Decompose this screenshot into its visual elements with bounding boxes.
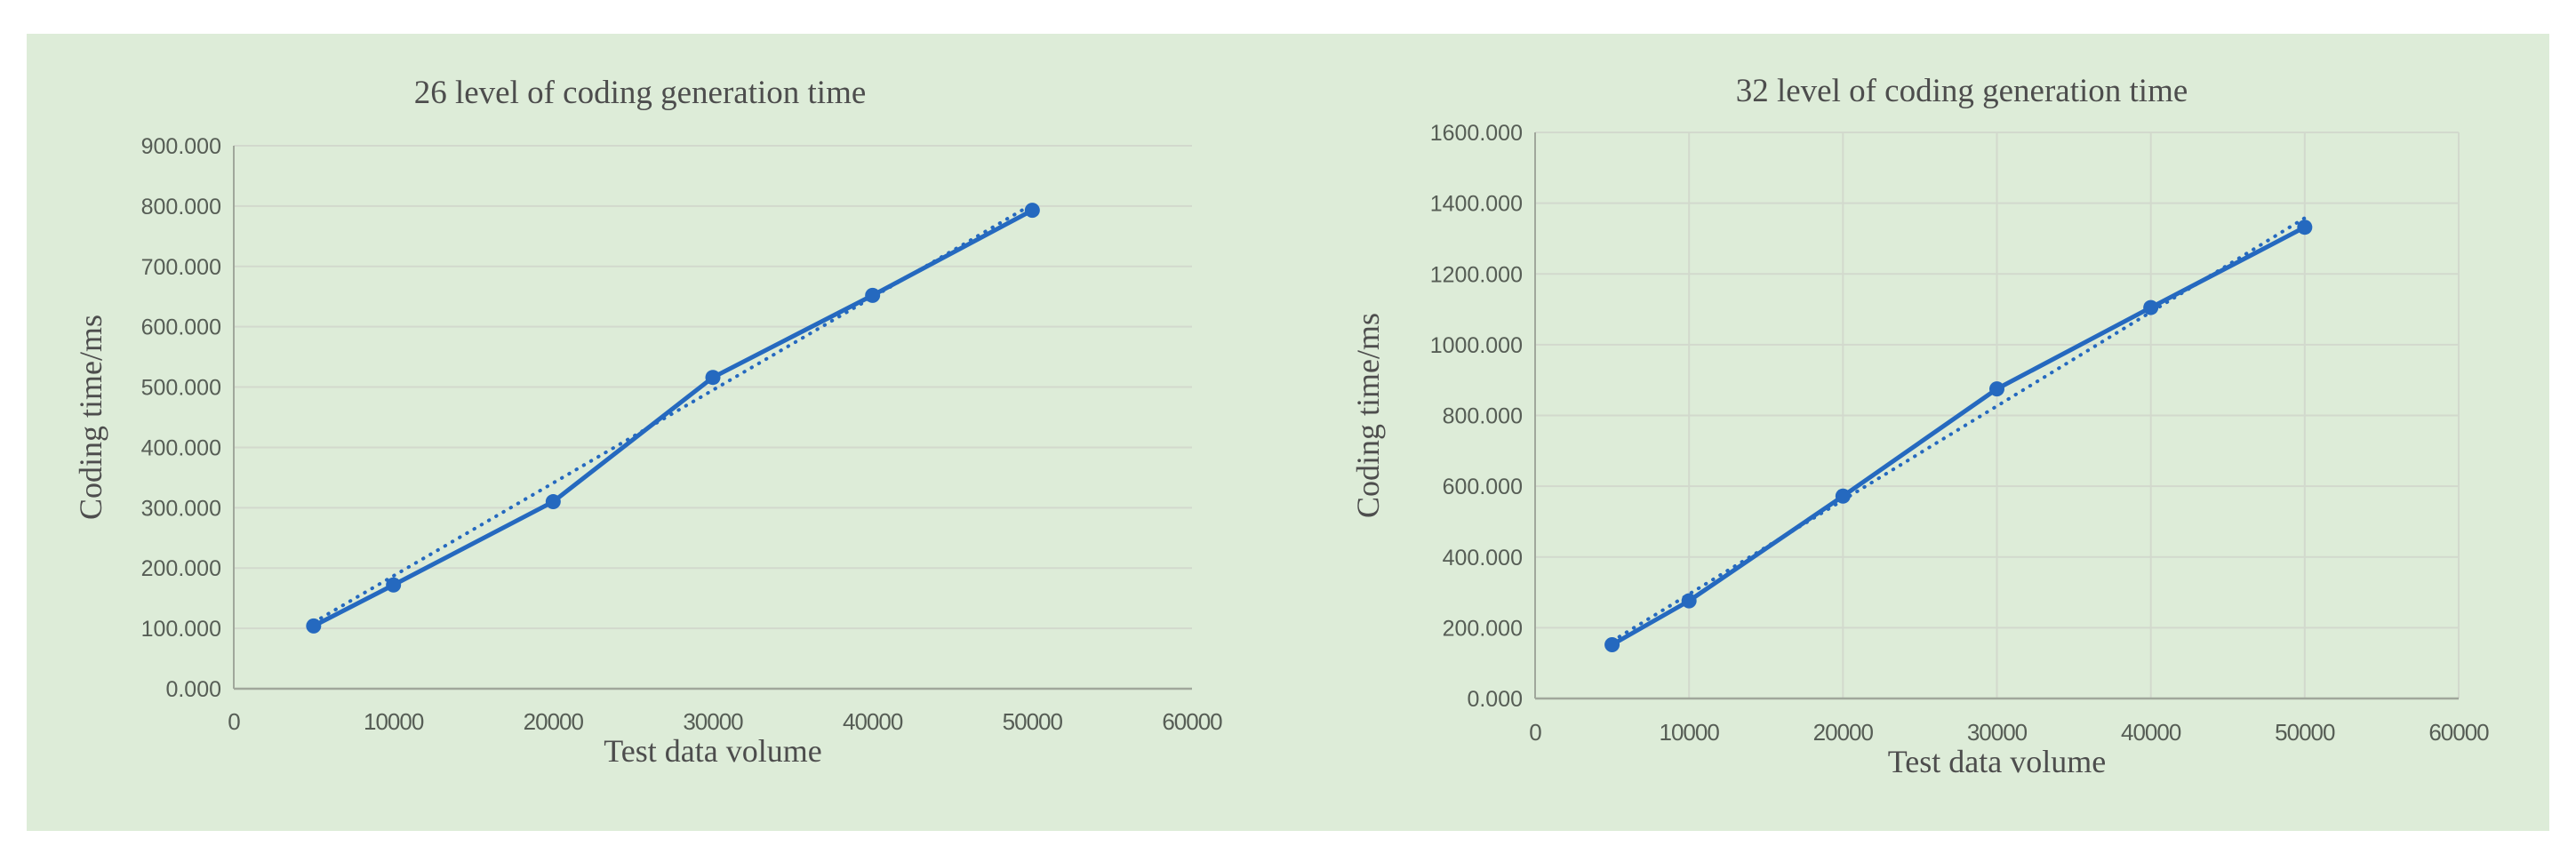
y-axis-title: Coding time/ms: [73, 315, 108, 520]
data-point-marker: [865, 287, 881, 303]
data-point-marker: [1835, 488, 1851, 504]
x-tick-label: 0: [1529, 719, 1541, 746]
data-point-marker: [1024, 203, 1040, 219]
chart-right-32-level: 0.000 200.000 400.000 600.000 800.000 1000.00…: [1288, 34, 2549, 831]
x-tick-label: 10000: [1660, 719, 1720, 746]
x-axis-title: Test data volume: [1888, 744, 2106, 779]
series-line: [311, 208, 1035, 628]
data-point-marker: [2143, 299, 2159, 315]
y-tick-label: 0.000: [165, 677, 221, 702]
x-tick-label: 30000: [1967, 719, 2028, 746]
x-tick-label: 30000: [683, 708, 743, 735]
data-point-marker: [545, 494, 561, 510]
y-tick-label: 600.000: [1443, 475, 1523, 499]
y-tick-label: 100.000: [141, 617, 221, 642]
y-tick-label: 1200.000: [1430, 262, 1523, 287]
y-tick-label: 1400.000: [1430, 192, 1523, 217]
y-axis-title: Coding time/ms: [1350, 313, 1386, 518]
data-point-marker: [1989, 381, 2004, 397]
x-tick-label: 0: [228, 708, 240, 735]
x-axis-title: Test data volume: [604, 733, 821, 769]
chart-title: 32 level of coding generation time: [1736, 73, 2188, 109]
data-point-marker: [705, 370, 721, 386]
data-point-marker: [2297, 219, 2313, 235]
y-tick-label: 400.000: [141, 435, 221, 460]
y-tick-label: 200.000: [1443, 616, 1523, 641]
y-tick-label: 300.000: [141, 496, 221, 521]
data-point-marker: [386, 577, 402, 593]
y-tick-label: 400.000: [1443, 546, 1523, 571]
y-tick-label: 900.000: [141, 134, 221, 159]
y-tick-label: 500.000: [141, 376, 221, 401]
x-tick-label: 60000: [2428, 719, 2489, 746]
y-tick-label: 800.000: [141, 195, 221, 219]
data-point-marker: [1681, 593, 1697, 609]
chart-svg: 0.000 200.000 400.000 600.000 800.000 1000.00…: [1350, 73, 2490, 779]
y-tick-label: 800.000: [1443, 404, 1523, 429]
x-tick-label: 50000: [1003, 708, 1063, 735]
x-tick-label: 20000: [1813, 719, 1874, 746]
chart-panel: 0.000 100.000 200.000 300.000 400.000 500.000…: [27, 34, 2549, 831]
x-tick-label: 10000: [364, 708, 424, 735]
y-tick-label: 1600.000: [1430, 121, 1523, 146]
x-tick-label: 50000: [2275, 719, 2335, 746]
y-tick-label: 600.000: [141, 315, 221, 340]
data-point-marker: [1604, 636, 1620, 652]
y-tick-label: 0.000: [1467, 687, 1523, 712]
y-tick-label: 200.000: [141, 556, 221, 581]
chart-title: 26 level of coding generation time: [414, 75, 867, 111]
x-tick-label: 60000: [1162, 708, 1222, 735]
series-line: [1610, 225, 2308, 647]
y-tick-label: 700.000: [141, 255, 221, 280]
x-tick-label: 40000: [843, 708, 903, 735]
chart-svg: 0.000 100.000 200.000 300.000 400.000 500.000…: [73, 75, 1223, 769]
y-tick-label: 1000.000: [1430, 333, 1523, 358]
x-tick-label: 20000: [524, 708, 584, 735]
data-point-marker: [306, 618, 322, 634]
chart-left-26-level: 0.000 100.000 200.000 300.000 400.000 500.000…: [27, 34, 1288, 831]
x-tick-label: 40000: [2121, 719, 2181, 746]
